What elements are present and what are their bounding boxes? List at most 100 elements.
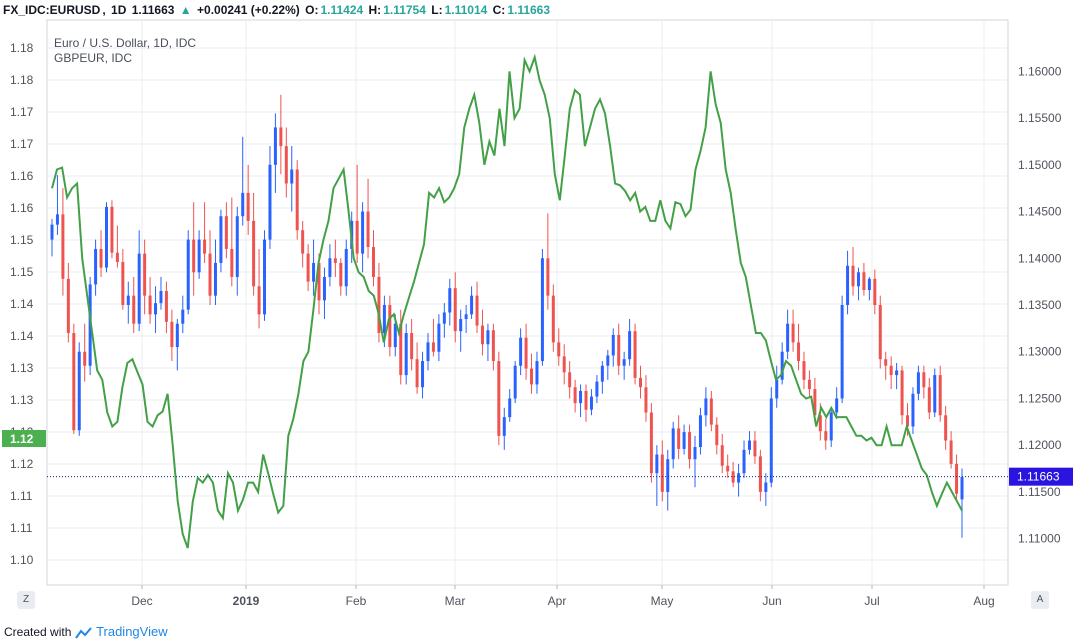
footer-credit: Created with TradingView — [4, 624, 168, 639]
candle-body — [404, 333, 408, 376]
candle-body — [682, 432, 686, 449]
candle-body — [688, 432, 692, 460]
candle-body — [955, 463, 959, 494]
candle-body — [110, 206, 114, 253]
low-value: 1.11014 — [444, 3, 488, 17]
candle-body — [900, 370, 904, 416]
candle-body — [137, 253, 141, 324]
gbpeur-line — [51, 53, 963, 549]
candle-body — [115, 252, 119, 263]
x-axis-tick-label: Jun — [762, 594, 781, 608]
candle-body — [791, 323, 795, 343]
auto-scale-button[interactable]: A — [1031, 591, 1049, 609]
x-axis-tick-label: Dec — [131, 594, 152, 608]
candle-body — [764, 482, 768, 492]
candle-body — [382, 305, 386, 334]
candle-body — [922, 372, 926, 388]
right-axis-tick-label: 1.13500 — [1018, 298, 1062, 312]
left-axis-tick-label: 1.17 — [10, 105, 34, 119]
candle-body — [295, 169, 299, 231]
candle-body — [268, 164, 272, 240]
candle-body — [677, 428, 681, 449]
close-label: C: — [492, 3, 506, 17]
interval-label: 1D — [111, 3, 127, 17]
right-axis-tick-label: 1.11000 — [1018, 532, 1061, 546]
candle-body — [273, 127, 277, 165]
candle-body — [878, 305, 882, 360]
candle-body — [737, 473, 741, 483]
candle-body — [252, 220, 256, 287]
candle-body — [895, 370, 899, 376]
candle-body — [938, 375, 942, 416]
candle-body — [121, 262, 125, 305]
candle-body — [83, 351, 87, 366]
x-axis-tick-label: Apr — [548, 594, 567, 608]
candle-body — [562, 356, 566, 373]
right-axis-tick-label: 1.11500 — [1018, 485, 1061, 499]
candle-body — [377, 276, 381, 334]
left-axis-tick-label: 1.17 — [10, 137, 34, 151]
candle-body — [208, 253, 212, 296]
candle-body — [257, 286, 261, 315]
left-axis-tick-label: 1.11 — [10, 521, 33, 535]
candle-body — [224, 216, 228, 249]
candle-body — [312, 262, 316, 282]
right-axis-tick-label: 1.14000 — [1018, 251, 1062, 265]
candle-body — [813, 389, 817, 416]
candle-body — [371, 247, 375, 277]
candle-body — [540, 258, 544, 362]
candle-body — [306, 253, 310, 282]
right-current-tag-label: 1.11663 — [1017, 470, 1060, 484]
candle-body — [290, 169, 294, 184]
candle-body — [366, 211, 370, 248]
candle-body — [927, 387, 931, 413]
right-axis-tick-label: 1.12000 — [1018, 438, 1062, 452]
candle-body — [219, 216, 223, 263]
candle-body — [415, 359, 419, 388]
candle-body — [513, 365, 517, 399]
candle-body — [709, 398, 713, 425]
candle-body — [175, 323, 179, 348]
candle-body — [622, 359, 626, 366]
right-axis-tick-label: 1.13000 — [1018, 345, 1062, 359]
candle-body — [530, 368, 534, 385]
candle-body — [497, 361, 501, 436]
candle-body — [867, 278, 871, 291]
candle-body — [464, 314, 468, 320]
left-axis-tick-label: 1.14 — [10, 329, 34, 343]
symbol-legend: FX_IDC:EURUSD, 1D 1.11663 ▲ +0.00241 (+0… — [3, 3, 551, 17]
candle-body — [491, 330, 495, 362]
candle-body — [421, 361, 425, 388]
left-axis-tick-label: 1.10 — [10, 553, 34, 567]
candle-body — [284, 146, 288, 184]
candle-body — [181, 309, 185, 324]
candle-body — [818, 415, 822, 432]
symbol-name: FX_IDC:EURUSD — [3, 3, 101, 17]
candle-body — [355, 220, 359, 254]
candle-body — [639, 377, 643, 388]
left-axis-tick-label: 1.14 — [10, 297, 34, 311]
candle-body — [829, 412, 833, 441]
candle-body — [301, 230, 305, 254]
candle-body — [911, 393, 915, 427]
candle-body — [846, 265, 850, 305]
candle-body — [339, 262, 343, 287]
candle-body — [726, 465, 730, 472]
candle-body — [960, 476, 964, 500]
candle-body — [573, 387, 577, 404]
tradingview-brand[interactable]: TradingView — [96, 624, 168, 639]
candle-body — [671, 428, 675, 460]
candle-body — [399, 323, 403, 376]
candle-body — [279, 127, 283, 147]
candle-body — [568, 372, 572, 388]
candle-body — [693, 447, 697, 460]
candle-body — [431, 342, 435, 352]
candle-body — [502, 417, 506, 436]
zoom-button[interactable]: Z — [17, 591, 35, 609]
left-axis-tick-label: 1.13 — [10, 393, 34, 407]
change-value: +0.00241 (+0.22%) — [197, 3, 300, 17]
high-value: 1.11754 — [383, 3, 426, 17]
candle-body — [933, 375, 937, 413]
candle-body — [856, 272, 860, 287]
